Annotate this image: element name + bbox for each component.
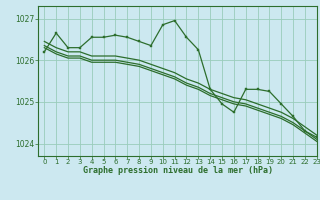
X-axis label: Graphe pression niveau de la mer (hPa): Graphe pression niveau de la mer (hPa) <box>83 166 273 175</box>
